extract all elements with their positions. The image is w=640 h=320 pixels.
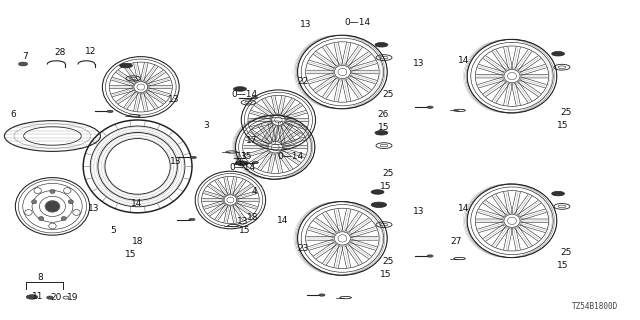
Text: 25: 25: [383, 90, 394, 99]
Text: 15: 15: [557, 121, 568, 130]
Text: 3: 3: [204, 121, 209, 130]
Text: 15: 15: [380, 270, 392, 279]
Text: 0—14: 0—14: [344, 18, 371, 27]
Ellipse shape: [120, 63, 132, 68]
Ellipse shape: [252, 96, 258, 99]
Text: 25: 25: [561, 108, 572, 117]
Text: 0—14: 0—14: [232, 90, 258, 99]
Text: 13: 13: [237, 217, 248, 226]
Text: 14: 14: [458, 204, 470, 213]
Text: 0—14: 0—14: [278, 152, 304, 161]
Text: 27: 27: [450, 237, 461, 246]
Text: 19: 19: [67, 293, 78, 302]
Text: 22: 22: [297, 77, 308, 86]
Text: 11: 11: [32, 292, 44, 301]
Ellipse shape: [107, 110, 113, 113]
Ellipse shape: [375, 43, 388, 47]
Ellipse shape: [19, 62, 28, 66]
Text: 5: 5: [110, 226, 116, 235]
Text: 14: 14: [277, 216, 289, 225]
Text: 13: 13: [88, 204, 100, 212]
Ellipse shape: [552, 191, 564, 196]
Text: 21: 21: [232, 158, 244, 167]
Ellipse shape: [68, 200, 74, 204]
Ellipse shape: [236, 161, 248, 165]
Text: 13: 13: [236, 152, 247, 161]
Text: 6: 6: [10, 110, 16, 119]
Text: 25: 25: [383, 257, 394, 266]
Ellipse shape: [427, 255, 433, 257]
Text: 23: 23: [297, 244, 308, 253]
Text: 4: 4: [252, 187, 257, 196]
Text: 15: 15: [557, 261, 568, 270]
Text: TZ54B1800D: TZ54B1800D: [572, 302, 618, 311]
Ellipse shape: [190, 156, 196, 159]
Ellipse shape: [61, 217, 67, 220]
Text: 14: 14: [131, 199, 142, 208]
Ellipse shape: [38, 217, 44, 220]
Text: 18: 18: [247, 213, 259, 222]
Ellipse shape: [552, 52, 564, 56]
Ellipse shape: [375, 131, 388, 135]
Ellipse shape: [252, 161, 259, 164]
Text: 13: 13: [413, 59, 425, 68]
Text: 13: 13: [300, 20, 312, 29]
Ellipse shape: [371, 190, 384, 194]
Text: 13: 13: [168, 95, 179, 104]
Ellipse shape: [234, 87, 246, 91]
Text: 13: 13: [413, 207, 425, 216]
Text: 26: 26: [378, 110, 389, 119]
Text: 25: 25: [383, 169, 394, 178]
Text: 25: 25: [561, 248, 572, 257]
Ellipse shape: [47, 296, 53, 299]
Text: 15: 15: [378, 123, 389, 132]
Ellipse shape: [46, 201, 59, 212]
Ellipse shape: [50, 189, 55, 193]
Ellipse shape: [31, 200, 36, 204]
Ellipse shape: [427, 106, 433, 108]
Text: 12: 12: [85, 47, 97, 56]
Ellipse shape: [371, 202, 387, 207]
Text: 15: 15: [239, 226, 250, 235]
Ellipse shape: [26, 295, 38, 299]
Text: 14: 14: [458, 56, 470, 65]
Text: 15: 15: [241, 152, 252, 161]
Ellipse shape: [319, 294, 325, 296]
Text: 7: 7: [22, 52, 28, 60]
Text: 28: 28: [54, 48, 66, 57]
Text: 15: 15: [380, 182, 392, 191]
Text: 8: 8: [37, 273, 43, 282]
Ellipse shape: [189, 218, 195, 221]
Text: 17: 17: [246, 136, 257, 145]
Text: 13: 13: [170, 157, 181, 166]
Text: 18: 18: [132, 237, 143, 246]
Text: 0—14: 0—14: [229, 163, 255, 172]
Text: 15: 15: [125, 250, 137, 259]
Text: 20: 20: [50, 293, 61, 302]
